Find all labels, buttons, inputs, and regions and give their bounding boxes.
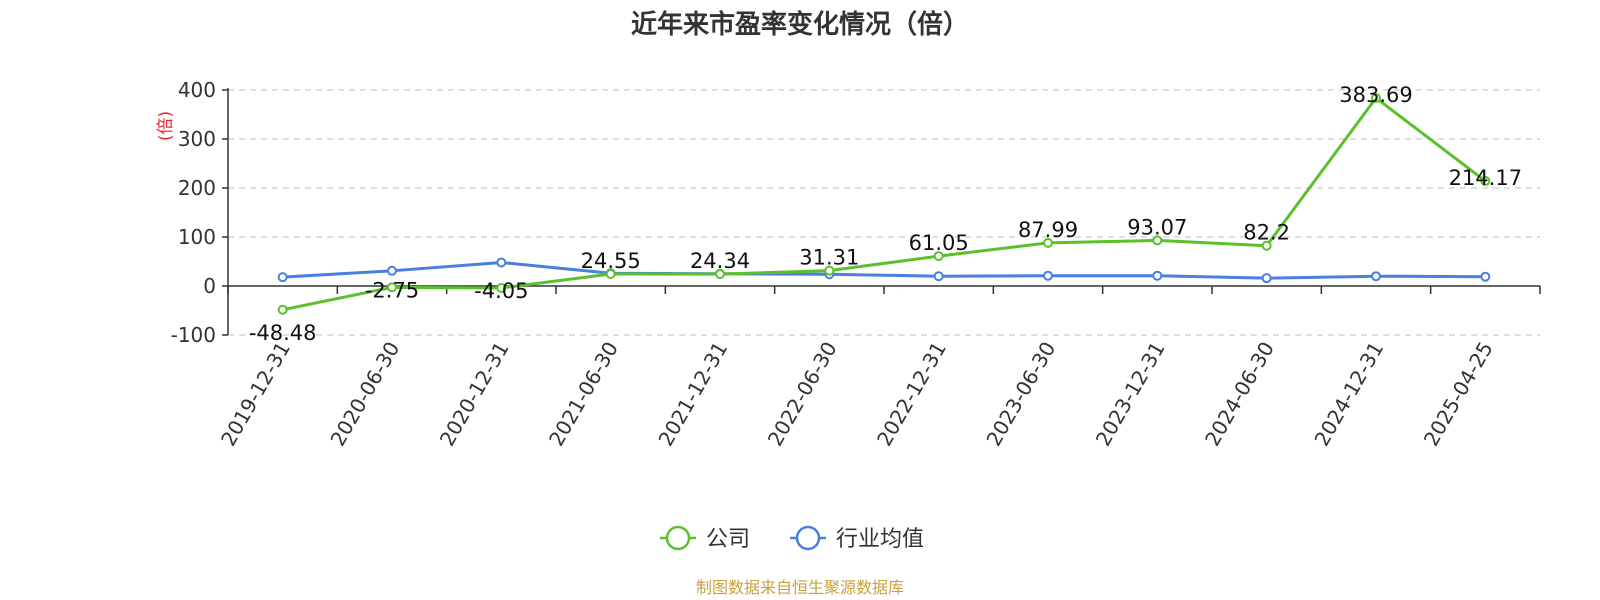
series-layer bbox=[277, 92, 1491, 315]
data-label: 214.17 bbox=[1449, 166, 1522, 190]
data-point[interactable] bbox=[1480, 271, 1491, 282]
data-point[interactable] bbox=[933, 271, 944, 282]
y-axis: -100 0 100 200 300 400 bbox=[171, 78, 229, 347]
data-point[interactable] bbox=[1480, 176, 1491, 187]
data-source-note: 制图数据来自恒生聚源数据库 bbox=[696, 578, 904, 597]
grid-lines bbox=[228, 89, 1540, 336]
x-tick-label: 2025-04-25 bbox=[1419, 338, 1498, 451]
y-tick-label: -100 bbox=[171, 323, 216, 347]
data-point[interactable] bbox=[1043, 237, 1053, 248]
data-point[interactable] bbox=[1043, 270, 1053, 281]
data-labels: -48.48 -2.75 -4.05 24.55 24.34 31.31 61.05 87.9… bbox=[249, 83, 1522, 345]
y-tick-label: 400 bbox=[178, 78, 216, 102]
data-point[interactable] bbox=[387, 265, 397, 276]
legend-circle-marker bbox=[665, 525, 691, 551]
data-point[interactable] bbox=[1371, 92, 1381, 103]
legend-label: 公司 bbox=[706, 527, 750, 552]
x-tick-label: 2023-06-30 bbox=[981, 338, 1060, 451]
data-point[interactable] bbox=[605, 268, 616, 279]
x-tick-label: 2023-12-31 bbox=[1091, 338, 1170, 451]
data-point[interactable] bbox=[824, 265, 835, 276]
data-label: 82.2 bbox=[1243, 221, 1290, 245]
y-tick-label: 0 bbox=[203, 274, 216, 298]
y-tick-label: 200 bbox=[178, 176, 216, 200]
data-point[interactable] bbox=[1152, 270, 1163, 281]
y-axis-unit: (倍) bbox=[156, 111, 176, 141]
x-tick-label: 2020-06-30 bbox=[325, 338, 404, 451]
data-point[interactable] bbox=[1261, 273, 1272, 284]
series-line-0 bbox=[282, 96, 1487, 312]
data-label: 87.99 bbox=[1018, 218, 1078, 242]
data-point[interactable] bbox=[387, 282, 397, 293]
data-point[interactable] bbox=[1371, 271, 1381, 282]
data-label: 31.31 bbox=[799, 246, 859, 270]
data-label: -2.75 bbox=[365, 278, 419, 302]
legend-circle-marker bbox=[795, 525, 821, 551]
x-tick-label: 2024-12-31 bbox=[1309, 338, 1388, 451]
data-label: 24.55 bbox=[581, 249, 641, 273]
data-label: 383.69 bbox=[1339, 83, 1412, 107]
x-tick-label: 2019-12-31 bbox=[216, 338, 295, 451]
x-tick-label: 2024-06-30 bbox=[1200, 338, 1279, 451]
data-point[interactable] bbox=[1152, 235, 1163, 246]
y-tick-label: 300 bbox=[178, 127, 216, 151]
data-point[interactable] bbox=[496, 282, 507, 293]
data-point[interactable] bbox=[715, 269, 725, 280]
chart-title: 近年来市盈率变化情况（倍） bbox=[631, 9, 969, 40]
x-tick-label: 2021-06-30 bbox=[544, 338, 623, 451]
data-label: 24.34 bbox=[690, 249, 750, 273]
x-tick-label: 2021-12-31 bbox=[653, 338, 732, 451]
x-tick-label: 2022-12-31 bbox=[872, 338, 951, 451]
x-axis: 2019-12-31 2020-06-30 2020-12-31 2021-06-30… bbox=[216, 285, 1541, 451]
data-label: -48.48 bbox=[249, 321, 317, 345]
legend[interactable]: 公司 行业均值 bbox=[660, 525, 924, 552]
data-label: 61.05 bbox=[909, 231, 969, 255]
data-point[interactable] bbox=[496, 257, 507, 268]
data-label: -4.05 bbox=[474, 279, 528, 303]
data-point[interactable] bbox=[933, 251, 944, 262]
x-tick-label: 2020-12-31 bbox=[435, 338, 514, 451]
legend-label: 行业均值 bbox=[836, 527, 924, 552]
legend-item-0[interactable]: 公司 bbox=[660, 525, 750, 552]
data-point[interactable] bbox=[1261, 240, 1272, 251]
data-point[interactable] bbox=[277, 304, 288, 315]
series-line-1 bbox=[282, 260, 1486, 280]
data-label: 93.07 bbox=[1127, 215, 1187, 239]
y-tick-label: 100 bbox=[178, 225, 216, 249]
legend-item-1[interactable]: 行业均值 bbox=[790, 525, 924, 552]
x-tick-label: 2022-06-30 bbox=[763, 338, 842, 451]
data-point[interactable] bbox=[277, 272, 288, 283]
